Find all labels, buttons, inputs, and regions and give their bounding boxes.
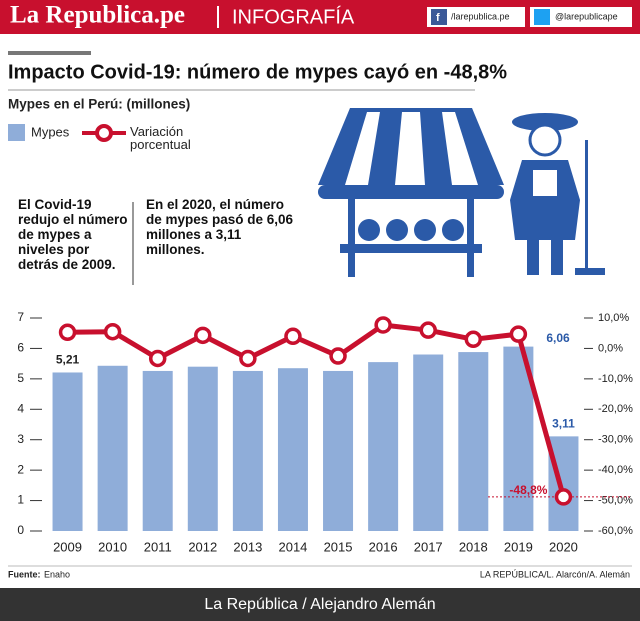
data-label: 6,06 [546, 331, 570, 345]
brand: La Republica.pe [10, 2, 185, 29]
legend-label: Variación porcentual [130, 124, 191, 152]
line-marker [284, 327, 302, 346]
y2-tick-label: -10,0% [598, 373, 633, 385]
line-marker [58, 323, 77, 342]
data-label: 3,11 [552, 417, 575, 431]
y-tick-label: 7 [17, 310, 24, 324]
line-marker [509, 325, 528, 343]
y2-tick-label: -40,0% [598, 464, 633, 476]
subtitle: Mypes en el Perú: (millones) [8, 97, 190, 112]
bar [187, 366, 218, 531]
source: Enaho [44, 569, 70, 579]
body [510, 160, 580, 240]
bar [277, 368, 308, 531]
x-tick-label: 2015 [324, 539, 353, 554]
bar [368, 362, 399, 531]
broom-head [575, 268, 605, 275]
facebook-box [427, 7, 525, 27]
bar [97, 365, 128, 531]
y-tick-label: 0 [17, 523, 24, 537]
x-tick-label: 2009 [53, 539, 82, 554]
y-tick-label: 4 [17, 401, 24, 415]
apron [533, 170, 557, 196]
legend-swatch-bar [8, 124, 25, 141]
x-tick-label: 2020 [549, 539, 578, 554]
counter [340, 244, 482, 253]
leg [527, 240, 539, 275]
bar [142, 370, 173, 531]
footer-bar [0, 588, 640, 621]
twitter-handle: @larepublicape [555, 11, 618, 21]
x-tick-label: 2019 [504, 539, 533, 554]
bar [413, 354, 444, 531]
fruit [358, 219, 380, 241]
line-marker [554, 488, 573, 506]
credit: LA REPÚBLICA/L. Alarcón/A. Alemán [480, 569, 630, 579]
x-tick-label: 2014 [278, 539, 307, 554]
fruit [386, 219, 408, 241]
twitter-box [530, 7, 632, 27]
y2-tick-label: -20,0% [598, 403, 633, 415]
post [467, 199, 474, 277]
x-tick-label: 2017 [414, 539, 443, 554]
line-marker [464, 330, 483, 349]
y-tick-label: 5 [17, 371, 24, 385]
hat [512, 113, 578, 131]
bar [323, 370, 354, 531]
facebook-icon [431, 9, 447, 25]
post [348, 199, 355, 277]
line-marker [374, 316, 392, 334]
y2-tick-label: -50,0% [598, 494, 633, 506]
x-tick-label: 2011 [144, 539, 172, 554]
awning-stripes [345, 112, 478, 185]
line [67, 322, 566, 498]
facebook-f: f [436, 12, 440, 24]
line-marker [239, 349, 257, 368]
y2-tick-label: -30,0% [598, 434, 633, 446]
facebook-handle: /larepublica.pe [451, 11, 510, 21]
x-tick-label: 2012 [188, 539, 217, 554]
line-marker [148, 349, 167, 368]
head [528, 123, 562, 157]
x-tick-label: 2016 [369, 539, 398, 554]
x-tick-label: 2013 [233, 539, 262, 554]
data-label: 5,21 [56, 353, 80, 367]
y2-tick-label: -60,0% [598, 525, 633, 537]
y-tick-label: 1 [17, 493, 24, 507]
y2-tick-label: 0,0% [598, 342, 623, 354]
footer: La República / Alejandro Alemán [204, 596, 435, 613]
twitter-icon [534, 9, 550, 25]
legend-marker [95, 124, 113, 142]
bar [232, 370, 263, 531]
line-marker [194, 326, 212, 345]
y2-tick-label: 10,0% [598, 312, 629, 324]
line-marker [329, 347, 347, 365]
legend-label: Mypes [31, 124, 70, 139]
line-marker [103, 322, 122, 341]
y-tick-label: 2 [17, 462, 24, 476]
section: INFOGRAFÍA [232, 5, 355, 28]
annotation: En el 2020, el número de mypes pasó de 6… [146, 197, 294, 257]
title-accent [8, 51, 91, 55]
bar [52, 372, 83, 531]
y-tick-label: 6 [17, 341, 24, 355]
chart-title: Impacto Covid-19: número de mypes cayó e… [8, 61, 507, 83]
source-label: Fuente: [8, 569, 41, 579]
fruit [414, 219, 436, 241]
leg [551, 240, 563, 275]
x-tick-label: 2018 [459, 539, 488, 554]
annotation: El Covid-19 redujo el número de mypes a … [18, 197, 128, 272]
y-tick-label: 3 [17, 432, 24, 446]
broom [585, 140, 588, 272]
bar [458, 352, 489, 531]
line-marker [419, 321, 437, 339]
awning-edge [318, 185, 504, 199]
illustration [318, 108, 605, 277]
fruit [442, 219, 464, 241]
x-tick-label: 2010 [98, 539, 127, 554]
data-label: -48,8% [509, 483, 547, 497]
